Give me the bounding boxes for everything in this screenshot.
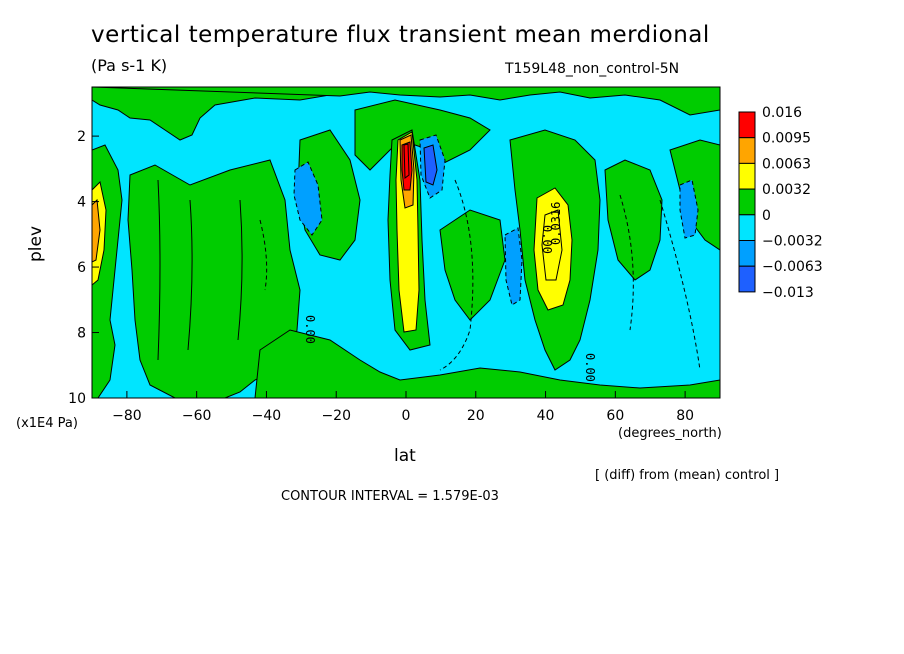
plot-area: 0.00 0.0316 0.00 0.00 xyxy=(92,87,720,398)
colorbar-swatch-2 xyxy=(738,162,756,190)
red-regions xyxy=(401,141,413,191)
colorbar-swatch-6 xyxy=(738,265,756,293)
y-axis: 2 4 6 8 10 xyxy=(68,129,99,407)
colorbar-label-2: 0.0063 xyxy=(762,156,811,172)
colorbar-swatch-3 xyxy=(738,188,756,216)
colorbar-label-5: −0.0032 xyxy=(762,234,823,250)
dataset-label: T159L48_non_control-5N xyxy=(505,61,680,77)
colorbar-label-1: 0.0095 xyxy=(762,131,811,147)
x-tick-label-8: 80 xyxy=(676,408,694,424)
y-tick-label-2: 6 xyxy=(77,260,86,276)
colorbar-label-6: −0.0063 xyxy=(762,259,823,275)
contour-label-1: 0.0316 xyxy=(549,202,563,245)
colorbar-label-4: 0 xyxy=(762,208,771,224)
diff-note: [ (diff) from (mean) control ] xyxy=(595,468,780,483)
x-tick-label-7: 60 xyxy=(606,408,624,424)
x-tick-label-3: −20 xyxy=(321,408,351,424)
colorbar-swatch-1 xyxy=(738,137,756,164)
contour-label-3: 0.00 xyxy=(583,353,597,382)
colorbar-swatch-0 xyxy=(738,111,756,139)
contour-label-group: 0.00 0.0316 0.00 0.00 xyxy=(303,202,597,382)
contour-lines xyxy=(157,143,563,361)
colorbar-label-7: −0.013 xyxy=(762,285,814,301)
y-axis-unit: (x1E4 Pa) xyxy=(16,416,78,431)
x-axis: −80 −60 −40 −20 0 20 40 60 80 xyxy=(112,391,694,424)
x-tick-label-6: 40 xyxy=(537,408,555,424)
x-tick-label-1: −60 xyxy=(182,408,212,424)
contour-interval: CONTOUR INTERVAL = 1.579E-03 xyxy=(281,489,499,504)
colorbar-swatch-4 xyxy=(738,214,756,242)
colorbar-label-3: 0.0032 xyxy=(762,182,811,198)
x-axis-label: lat xyxy=(394,446,416,466)
x-tick-label-2: −40 xyxy=(252,408,282,424)
y-tick-label-1: 4 xyxy=(77,195,86,211)
x-tick-label-5: 20 xyxy=(467,408,485,424)
x-axis-unit: (degrees_north) xyxy=(618,426,722,441)
contour-label-0: 0.00 xyxy=(540,225,554,254)
colorbar-swatch-5 xyxy=(738,240,756,267)
contour-label-2: 0.00 xyxy=(303,315,317,344)
chart-title: vertical temperature flux transient mean… xyxy=(91,22,710,48)
y-tick-label-3: 8 xyxy=(77,326,86,342)
dashed-contours xyxy=(259,179,701,371)
darkblue-regions xyxy=(423,144,438,186)
x-tick-label-0: −80 xyxy=(112,408,142,424)
x-tick-label-4: 0 xyxy=(402,408,411,424)
y-tick-label-4: 10 xyxy=(68,391,86,407)
y-tick-label-0: 2 xyxy=(77,129,86,145)
chart-units: (Pa s-1 K) xyxy=(91,56,168,75)
colorbar-label-0: 0.016 xyxy=(762,105,802,121)
colorbar: 0.016 0.0095 0.0063 0.0032 0 −0.0032 −0.0063 −0… xyxy=(738,105,823,301)
